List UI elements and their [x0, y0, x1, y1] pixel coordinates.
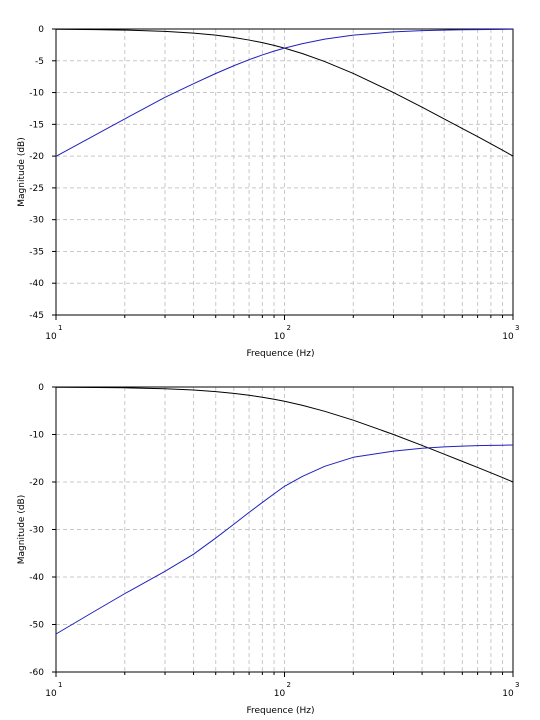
- x-tick-label-exponent: 3: [515, 681, 519, 689]
- y-tick-label: -50: [29, 621, 44, 631]
- y-tick-label: -30: [29, 526, 44, 536]
- x-tick-label-exponent: 2: [287, 324, 291, 332]
- y-tick-label: -15: [29, 120, 44, 130]
- x-tick-label-exponent: 3: [515, 324, 519, 332]
- y-tick-label: -60: [29, 668, 44, 678]
- series-line-2: [55, 28, 514, 157]
- series-line-1: [55, 386, 514, 483]
- y-tick-label: -10: [29, 89, 44, 99]
- y-tick-label: -30: [29, 216, 44, 226]
- y-axis-title: Magnitude (dB): [17, 137, 27, 206]
- x-tick-label-exponent: 1: [58, 324, 62, 332]
- x-tick-label-base: 10: [274, 332, 286, 342]
- x-tick-label-exponent: 2: [287, 681, 291, 689]
- chart-panel-1: 0-5-10-15-20-25-30-35-40-45101102103Freq…: [17, 25, 519, 359]
- y-tick-label: -20: [29, 152, 44, 162]
- y-tick-label: -35: [29, 247, 44, 257]
- y-tick-label: -10: [29, 431, 44, 441]
- y-tick-label: -20: [29, 478, 44, 488]
- y-tick-label: 0: [38, 383, 44, 393]
- y-tick-label: 0: [38, 25, 44, 35]
- x-axis-title: Frequence (Hz): [246, 349, 314, 359]
- x-tick-label-base: 10: [45, 332, 57, 342]
- x-tick-label-base: 10: [502, 332, 514, 342]
- y-tick-label: -40: [29, 279, 44, 289]
- x-axis-title: Frequence (Hz): [246, 706, 314, 716]
- x-tick-label-exponent: 1: [58, 681, 62, 689]
- y-tick-label: -25: [29, 184, 44, 194]
- y-tick-label: -40: [29, 573, 44, 583]
- x-tick-label-base: 10: [45, 689, 57, 699]
- series-line-2: [55, 444, 514, 635]
- y-tick-label: -5: [35, 57, 44, 67]
- x-tick-label-base: 10: [502, 689, 514, 699]
- y-axis-title: Magnitude (dB): [17, 495, 27, 564]
- x-tick-label-base: 10: [274, 689, 286, 699]
- series-line-1: [55, 28, 514, 157]
- y-tick-label: -45: [29, 311, 44, 321]
